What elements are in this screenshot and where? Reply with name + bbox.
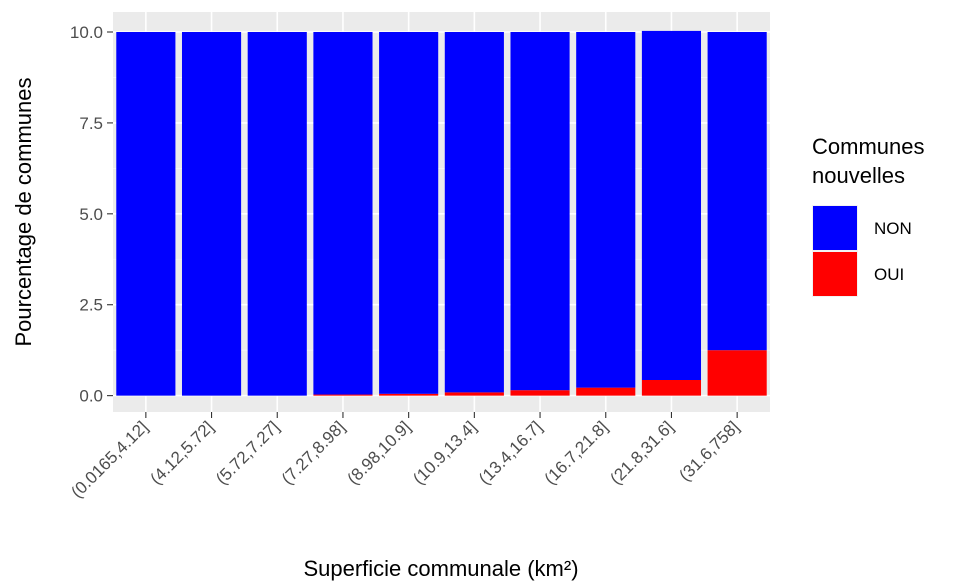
bar-non — [181, 32, 242, 396]
bar-non — [116, 32, 176, 396]
x-tick-label: (10.9,13.4] — [409, 417, 480, 488]
legend-label-oui: OUI — [874, 265, 904, 284]
x-tick-label: (16.7,21.8] — [541, 417, 612, 488]
x-tick-label: (21.8,31.6] — [606, 417, 677, 488]
bar-non — [379, 32, 439, 394]
x-tick-label: (7.27,8.98] — [278, 417, 349, 488]
bar-oui — [576, 387, 636, 396]
legend-label-non: NON — [874, 219, 912, 238]
x-axis: (0.0165,4.12](4.12,5.72](5.72,7.27](7.27… — [67, 412, 743, 502]
bar-non — [576, 32, 636, 388]
bar-oui — [379, 393, 439, 396]
x-tick-label: (13.4,16.7] — [475, 417, 546, 488]
x-tick-label: (5.72,7.27] — [212, 417, 283, 488]
y-tick-label: 5.0 — [79, 205, 103, 224]
legend-key-non — [813, 206, 857, 250]
x-axis-title: Superficie communale (km²) — [303, 556, 578, 581]
legend-title-line-2: nouvelles — [812, 163, 905, 188]
bar-non — [247, 32, 307, 396]
legend: Communes nouvelles NON OUI — [812, 134, 924, 297]
bar-non — [707, 32, 767, 351]
y-axis: 0.0 2.5 5.0 7.5 10.0 — [70, 23, 113, 406]
y-axis-title: Pourcentage de communes — [11, 77, 36, 346]
x-tick-label: (4.12,5.72] — [146, 417, 217, 488]
x-tick-label: (0.0165,4.12] — [67, 417, 151, 501]
bar-non — [510, 32, 570, 391]
y-tick-label: 10.0 — [70, 23, 103, 42]
legend-title-line-1: Communes — [812, 134, 924, 159]
bar-oui — [444, 392, 504, 396]
bar-non — [313, 32, 373, 395]
bars — [116, 30, 767, 396]
y-tick-label: 7.5 — [79, 114, 103, 133]
bar-oui — [707, 350, 767, 396]
legend-key-oui — [813, 252, 857, 296]
bar-oui — [313, 394, 373, 396]
x-tick-label: (31.6,758] — [675, 417, 743, 485]
bar-oui — [510, 390, 570, 396]
y-tick-label: 0.0 — [79, 387, 103, 406]
y-tick-label: 2.5 — [79, 296, 103, 315]
bar-non — [444, 32, 504, 393]
x-tick-label: (8.98,10.9] — [344, 417, 415, 488]
bar-oui — [641, 380, 702, 396]
bar-non — [641, 30, 702, 381]
